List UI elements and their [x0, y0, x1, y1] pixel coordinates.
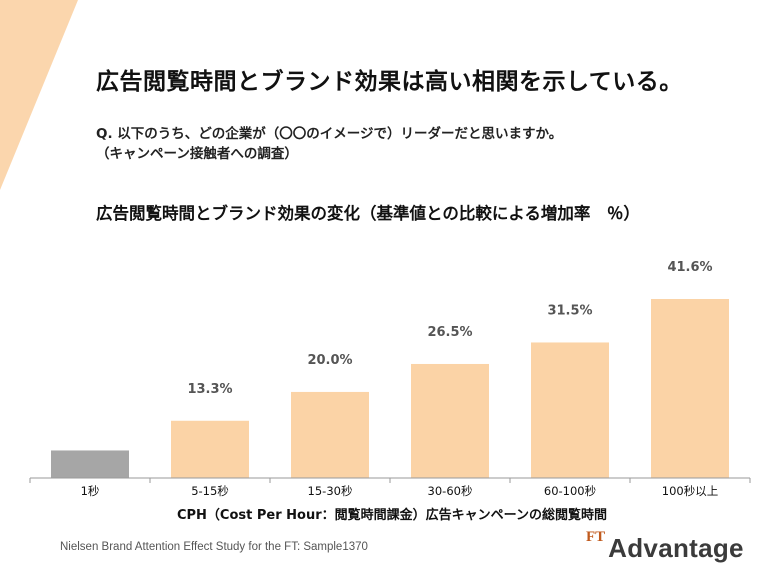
- logo-ft-mark: FT: [586, 529, 606, 545]
- x-tick-label-6: 100秒以上: [662, 484, 718, 498]
- x-tick-label-1: 1秒: [81, 484, 100, 498]
- chart-title: 広告閲覧時間とブランド効果の変化（基準値との比較による増加率 ％）: [96, 204, 640, 223]
- ft-advantage-logo: FT Advantage: [586, 528, 776, 568]
- corner-decoration: [0, 0, 78, 190]
- x-axis-title: CPH（Cost Per Hour：閲覧時間課金）広告キャンペーンの総閲覧時間: [176, 508, 607, 523]
- bar-6: [651, 299, 729, 478]
- bar-value-label-4: 26.5%: [427, 325, 472, 340]
- bar-2: [171, 420, 249, 478]
- x-tick-label-5: 60-100秒: [544, 484, 596, 498]
- survey-question: Q. 以下のうち、どの企業が（〇〇のイメージで）リーダーだと思いますか。 （キャ…: [96, 124, 562, 164]
- bar-value-label-6: 41.6%: [667, 260, 712, 275]
- bar-value-label-3: 20.0%: [307, 353, 352, 368]
- bar-4: [411, 363, 489, 478]
- bar-value-label-2: 13.3%: [187, 382, 232, 397]
- bar-1: [51, 450, 129, 478]
- page-title: 広告閲覧時間とブランド効果は高い相関を示している。: [96, 69, 683, 95]
- source-note: Nielsen Brand Attention Effect Study for…: [60, 541, 368, 553]
- question-line-2: （キャンペーン接触者への調査）: [96, 146, 298, 162]
- bar-value-label-5: 31.5%: [547, 303, 592, 318]
- bar-3: [291, 391, 369, 478]
- x-tick-label-4: 30-60秒: [428, 484, 473, 498]
- logo-wordmark: Advantage: [608, 532, 744, 563]
- question-line-1: Q. 以下のうち、どの企業が（〇〇のイメージで）リーダーだと思いますか。: [96, 126, 563, 142]
- bar-5: [531, 342, 609, 478]
- x-tick-label-3: 15-30秒: [308, 484, 353, 498]
- x-tick-label-2: 5-15秒: [191, 484, 229, 498]
